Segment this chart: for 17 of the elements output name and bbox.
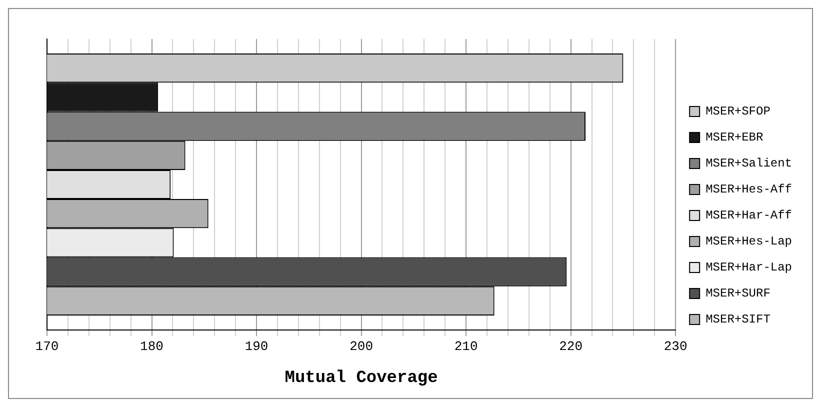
legend-label: MSER+SFOP	[706, 104, 770, 119]
legend-label: MSER+Har-Aff	[706, 208, 792, 223]
legend-label: MSER+SURF	[706, 286, 770, 301]
legend-label: MSER+EBR	[706, 130, 764, 145]
legend-label: MSER+Hes-Lap	[706, 234, 792, 249]
legend-label: MSER+Salient	[706, 156, 792, 171]
legend-label: MSER+Har-Lap	[706, 260, 792, 275]
x-tick-label: 220	[559, 339, 583, 354]
legend-label: MSER+SIFT	[706, 312, 770, 327]
x-tick-label: 180	[140, 339, 164, 354]
x-tick-label: 200	[350, 339, 373, 354]
legend-label: MSER+Hes-Aff	[706, 182, 792, 197]
x-axis-title: Mutual Coverage	[284, 369, 438, 388]
x-tick-label: 230	[664, 339, 688, 354]
x-tick-label: 210	[454, 339, 478, 354]
x-tick-label: 190	[244, 339, 268, 354]
x-tick-label: 170	[35, 339, 59, 354]
